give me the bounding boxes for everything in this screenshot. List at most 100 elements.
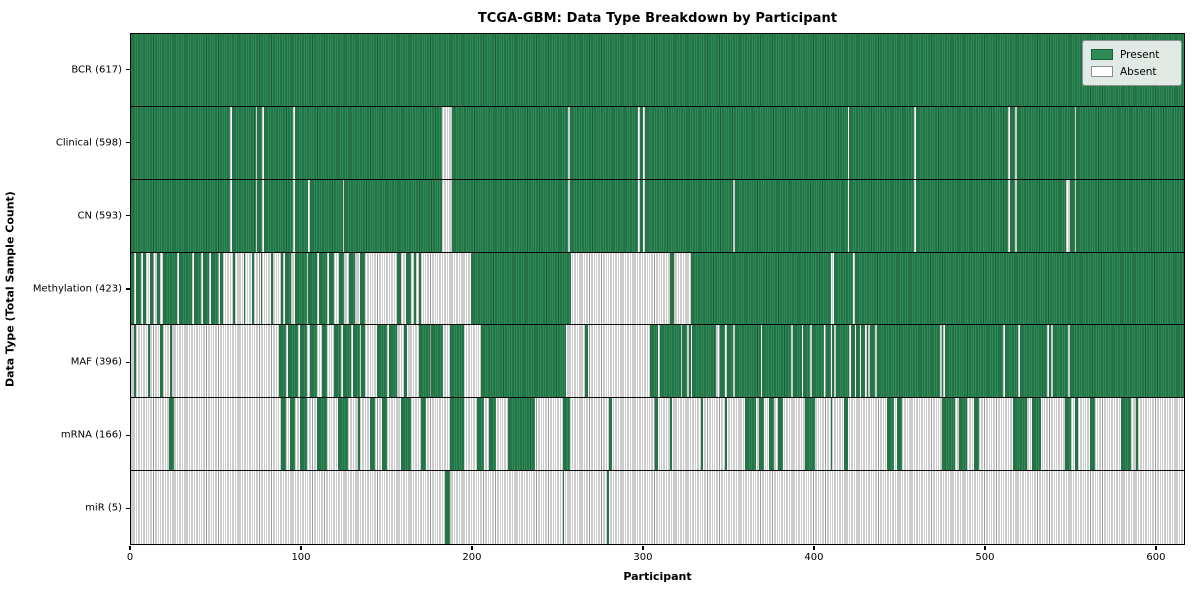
present-run xyxy=(660,325,681,398)
present-run xyxy=(381,398,387,471)
present-run xyxy=(644,179,734,252)
x-tick-mark xyxy=(984,545,986,550)
present-run xyxy=(861,325,865,398)
present-run xyxy=(163,252,178,325)
present-run xyxy=(450,398,464,471)
present-run xyxy=(569,179,638,252)
present-run xyxy=(134,325,137,398)
present-run xyxy=(404,325,408,398)
present-run xyxy=(211,252,219,325)
x-tick-label: 400 xyxy=(804,552,824,563)
y-tick-label: CN (593) xyxy=(77,210,122,222)
y-tick-mark xyxy=(126,288,130,290)
present-run xyxy=(1032,398,1041,471)
y-tick-label: mRNA (166) xyxy=(60,429,122,441)
present-run xyxy=(692,325,717,398)
present-run xyxy=(1004,325,1019,398)
present-run xyxy=(284,252,292,325)
present-run xyxy=(1076,179,1184,252)
present-run xyxy=(388,325,398,398)
legend-item-present: Present xyxy=(1091,46,1173,63)
y-tick-label: Methylation (423) xyxy=(32,283,122,295)
present-run xyxy=(308,252,318,325)
present-run xyxy=(376,325,387,398)
y-tick-mark xyxy=(126,68,130,71)
present-run xyxy=(421,398,427,471)
present-run xyxy=(830,398,833,471)
present-run xyxy=(257,179,263,252)
present-run xyxy=(724,398,727,471)
present-run xyxy=(288,325,299,398)
present-run xyxy=(318,252,328,325)
present-run xyxy=(690,252,831,325)
present-run xyxy=(252,252,254,325)
present-run xyxy=(489,398,497,471)
x-tick-label: 500 xyxy=(975,552,995,563)
present-run xyxy=(916,106,1009,179)
present-run xyxy=(835,325,850,398)
x-tick-mark xyxy=(300,545,302,550)
present-run xyxy=(451,179,568,252)
present-run xyxy=(670,252,674,325)
present-run xyxy=(299,398,307,471)
present-run xyxy=(337,398,348,471)
y-tick-label: MAF (396) xyxy=(70,356,122,368)
present-run xyxy=(342,325,352,398)
y-tick-mark xyxy=(126,215,130,217)
present-run xyxy=(854,252,1184,325)
legend-item-absent: Absent xyxy=(1091,63,1173,80)
present-run xyxy=(243,252,246,325)
present-run xyxy=(136,252,142,325)
present-run xyxy=(131,34,1184,106)
present-run xyxy=(569,106,638,179)
present-run xyxy=(689,325,691,398)
present-run xyxy=(825,325,831,398)
present-run xyxy=(294,252,307,325)
x-tick-label: 100 xyxy=(291,552,311,563)
present-run xyxy=(264,106,294,179)
x-tick-mark xyxy=(642,545,644,550)
present-run xyxy=(264,179,294,252)
present-run xyxy=(131,106,230,179)
legend-label-absent: Absent xyxy=(1120,65,1157,78)
present-run xyxy=(142,252,147,325)
row-track-0 xyxy=(131,34,1184,107)
present-run xyxy=(726,325,734,398)
present-run xyxy=(194,252,201,325)
present-run xyxy=(745,398,756,471)
present-run xyxy=(1076,106,1184,179)
present-run xyxy=(322,325,328,398)
present-run xyxy=(639,106,643,179)
x-tick-mark xyxy=(129,545,131,550)
present-run xyxy=(945,325,1004,398)
present-run xyxy=(844,398,848,471)
present-run xyxy=(369,398,376,471)
present-run xyxy=(170,325,172,398)
present-run xyxy=(233,252,236,325)
present-run xyxy=(281,252,283,325)
present-run xyxy=(1016,106,1075,179)
present-run xyxy=(562,471,565,544)
present-run xyxy=(419,252,422,325)
present-run xyxy=(584,325,589,398)
present-run xyxy=(480,325,567,398)
present-run xyxy=(1049,325,1051,398)
present-run xyxy=(1013,398,1027,471)
present-run xyxy=(477,398,485,471)
present-run xyxy=(735,325,761,398)
present-run xyxy=(508,398,536,471)
present-run xyxy=(257,106,263,179)
x-tick-mark xyxy=(1155,545,1157,550)
row-track-3 xyxy=(131,252,1184,326)
present-run xyxy=(811,325,824,398)
present-run xyxy=(349,252,355,325)
y-tick-label: Clinical (598) xyxy=(55,137,122,149)
x-tick-label: 200 xyxy=(462,552,482,563)
present-run xyxy=(719,325,725,398)
present-run xyxy=(769,398,775,471)
present-run xyxy=(299,325,307,398)
present-run xyxy=(281,398,287,471)
present-run xyxy=(178,252,193,325)
present-run xyxy=(270,252,273,325)
present-run xyxy=(168,398,174,471)
